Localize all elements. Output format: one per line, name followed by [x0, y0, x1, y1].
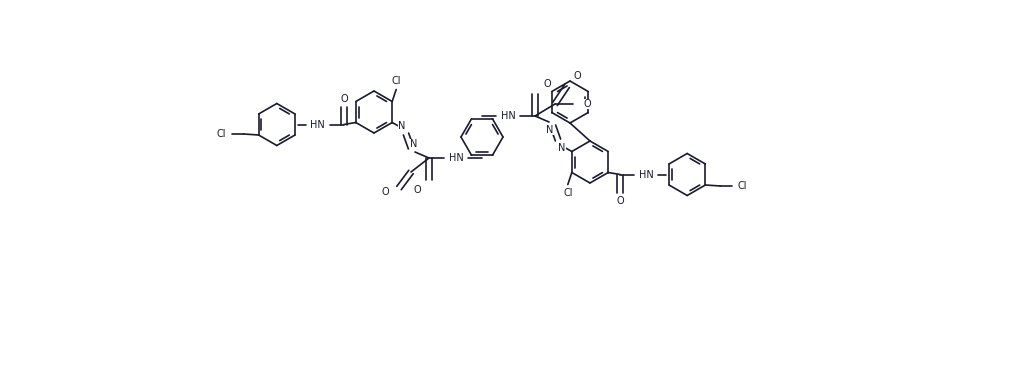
Text: O: O [616, 196, 624, 205]
Text: N: N [546, 125, 554, 135]
Text: O: O [543, 79, 551, 89]
Text: O: O [340, 93, 348, 103]
Text: O: O [414, 185, 421, 195]
Text: Cl: Cl [217, 129, 226, 139]
Text: O: O [583, 99, 591, 109]
Text: N: N [398, 121, 405, 131]
Text: HN: HN [639, 170, 653, 180]
Text: Cl: Cl [563, 187, 572, 198]
Text: Cl: Cl [738, 181, 747, 191]
Text: Cl: Cl [391, 77, 401, 87]
Text: HN: HN [501, 111, 516, 121]
Text: HN: HN [311, 119, 325, 129]
Text: O: O [573, 71, 580, 81]
Text: N: N [559, 143, 566, 153]
Text: HN: HN [449, 153, 463, 163]
Text: O: O [381, 187, 389, 197]
Text: N: N [411, 139, 418, 149]
